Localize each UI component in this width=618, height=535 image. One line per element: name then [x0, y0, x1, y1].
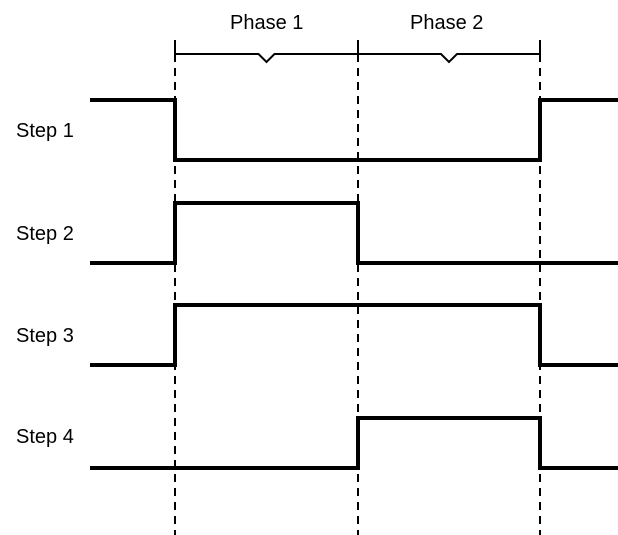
phase-2-label: Phase 2 [410, 12, 483, 35]
step-4-label: Step 4 [16, 426, 74, 449]
step-1-label: Step 1 [16, 120, 74, 143]
timing-diagram-svg [0, 0, 618, 535]
phase-1-label: Phase 1 [230, 12, 303, 35]
step-2-label: Step 2 [16, 223, 74, 246]
timing-diagram-container: Phase 1 Phase 2 Step 1 Step 2 Step 3 Ste… [0, 0, 618, 535]
step-3-label: Step 3 [16, 325, 74, 348]
